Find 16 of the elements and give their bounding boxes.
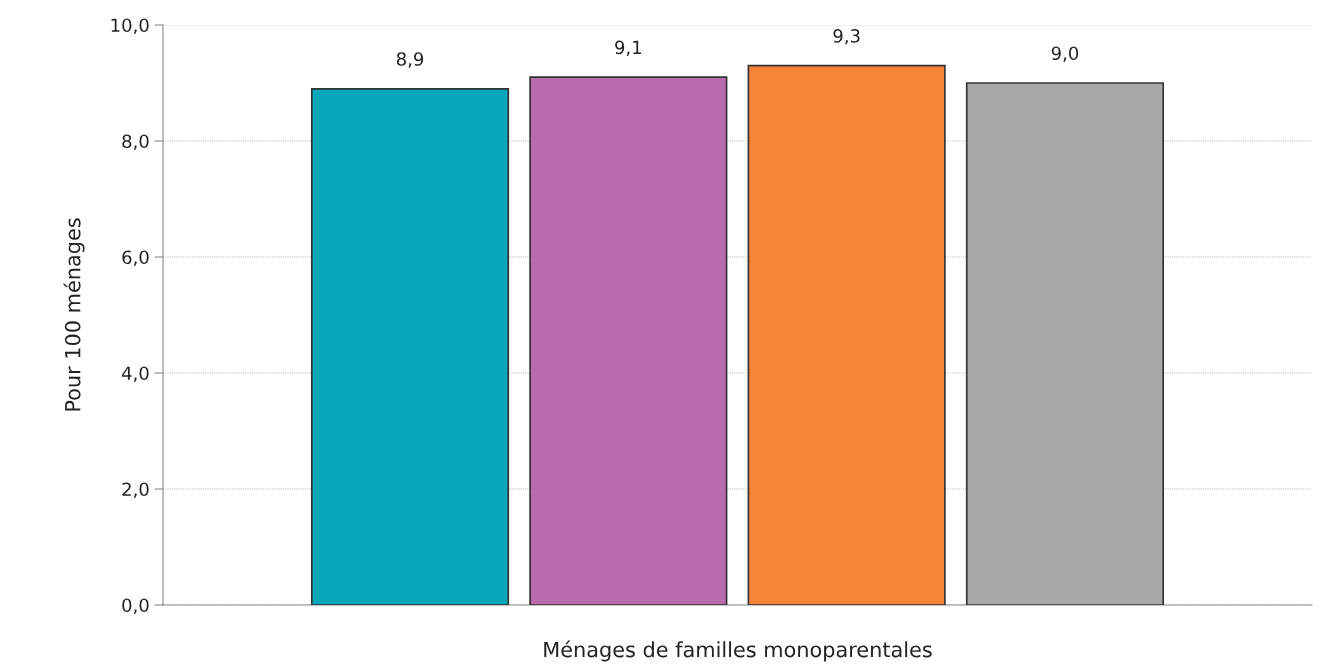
y-tick-label: 8,0 — [122, 134, 149, 150]
y-tick-label: 2,0 — [122, 482, 149, 498]
bar — [747, 64, 946, 605]
y-tick-label: 6,0 — [122, 250, 149, 266]
x-axis-title: Ménages de familles monoparentales — [544, 640, 932, 662]
y-tick-label: 10,0 — [111, 18, 149, 34]
bar — [310, 87, 510, 605]
data-label: 9,3 — [833, 29, 860, 45]
y-tick-label: 0,0 — [122, 598, 149, 614]
y-tick-label: 4,0 — [121, 366, 149, 382]
data-label: 8,9 — [396, 52, 424, 68]
bar — [965, 82, 1165, 605]
bar — [529, 76, 728, 605]
data-label: 9,0 — [1051, 46, 1079, 62]
data-label: 9,1 — [615, 40, 642, 57]
y-axis-title: Pour 100 ménages — [63, 218, 85, 411]
